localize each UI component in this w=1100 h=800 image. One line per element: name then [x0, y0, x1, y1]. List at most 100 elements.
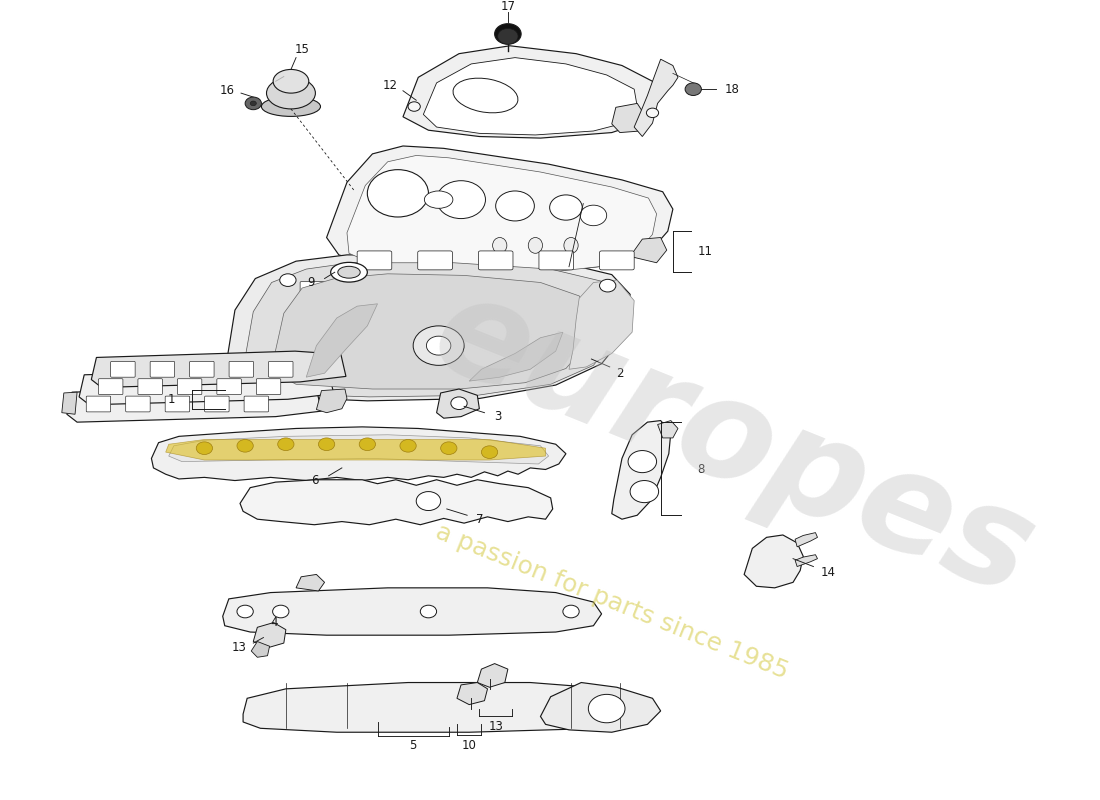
FancyBboxPatch shape — [244, 396, 268, 412]
Polygon shape — [403, 46, 658, 138]
FancyBboxPatch shape — [229, 362, 253, 377]
Circle shape — [400, 439, 416, 452]
Polygon shape — [612, 421, 671, 519]
FancyBboxPatch shape — [336, 282, 360, 295]
Polygon shape — [296, 574, 324, 591]
Text: 15: 15 — [295, 43, 309, 56]
FancyBboxPatch shape — [205, 396, 229, 412]
Text: 5: 5 — [409, 739, 417, 752]
Polygon shape — [470, 332, 563, 381]
Polygon shape — [166, 439, 546, 460]
Circle shape — [647, 108, 659, 118]
Polygon shape — [243, 262, 620, 397]
Polygon shape — [456, 682, 487, 705]
Polygon shape — [346, 155, 657, 272]
Polygon shape — [437, 389, 480, 418]
Circle shape — [319, 438, 334, 450]
Circle shape — [451, 397, 468, 410]
FancyBboxPatch shape — [268, 362, 293, 377]
FancyBboxPatch shape — [418, 251, 452, 270]
Circle shape — [277, 438, 294, 450]
Circle shape — [236, 606, 253, 618]
Circle shape — [630, 481, 659, 502]
Polygon shape — [168, 434, 549, 464]
Ellipse shape — [564, 238, 579, 254]
Circle shape — [441, 442, 456, 454]
Polygon shape — [540, 682, 661, 732]
Circle shape — [367, 170, 428, 217]
FancyBboxPatch shape — [372, 282, 396, 295]
Polygon shape — [251, 642, 270, 658]
FancyBboxPatch shape — [111, 362, 135, 377]
Circle shape — [360, 438, 375, 450]
Polygon shape — [253, 622, 286, 648]
Polygon shape — [91, 351, 346, 387]
Circle shape — [196, 442, 212, 454]
Circle shape — [600, 279, 616, 292]
FancyBboxPatch shape — [217, 378, 241, 394]
Polygon shape — [658, 421, 678, 438]
FancyBboxPatch shape — [539, 251, 573, 270]
Ellipse shape — [425, 191, 453, 208]
Circle shape — [414, 326, 464, 366]
FancyBboxPatch shape — [177, 378, 201, 394]
Ellipse shape — [262, 97, 320, 116]
Ellipse shape — [453, 78, 518, 113]
Text: 13: 13 — [488, 720, 503, 734]
Circle shape — [685, 83, 702, 95]
Text: 6: 6 — [310, 474, 318, 487]
Text: 14: 14 — [821, 566, 835, 578]
Polygon shape — [424, 58, 637, 135]
Circle shape — [437, 181, 485, 218]
Text: 10: 10 — [462, 739, 476, 752]
Circle shape — [495, 24, 521, 44]
FancyBboxPatch shape — [600, 251, 635, 270]
Ellipse shape — [493, 238, 507, 254]
Circle shape — [580, 205, 607, 226]
Ellipse shape — [338, 266, 360, 278]
Circle shape — [236, 439, 253, 452]
Polygon shape — [569, 280, 635, 370]
FancyBboxPatch shape — [99, 378, 123, 394]
Text: 4: 4 — [270, 616, 277, 629]
FancyBboxPatch shape — [300, 282, 324, 295]
Ellipse shape — [266, 78, 316, 109]
Polygon shape — [635, 59, 678, 137]
Text: 9: 9 — [308, 276, 315, 289]
Polygon shape — [274, 274, 590, 389]
Ellipse shape — [331, 262, 367, 282]
Circle shape — [496, 191, 535, 221]
Text: 13: 13 — [232, 642, 246, 654]
FancyBboxPatch shape — [138, 378, 163, 394]
FancyBboxPatch shape — [478, 282, 503, 295]
Text: 2: 2 — [616, 366, 624, 380]
Text: europes: europes — [415, 263, 1053, 626]
Polygon shape — [224, 255, 630, 401]
Text: 18: 18 — [725, 82, 739, 96]
Polygon shape — [317, 389, 346, 413]
Ellipse shape — [528, 238, 542, 254]
Polygon shape — [477, 663, 508, 687]
FancyBboxPatch shape — [125, 396, 151, 412]
Circle shape — [550, 195, 582, 220]
Polygon shape — [327, 146, 673, 272]
Polygon shape — [62, 392, 77, 414]
Circle shape — [588, 694, 625, 722]
Text: 12: 12 — [382, 78, 397, 92]
Polygon shape — [795, 533, 817, 547]
Text: 8: 8 — [697, 463, 705, 476]
Circle shape — [427, 336, 451, 355]
Circle shape — [497, 29, 518, 44]
FancyBboxPatch shape — [442, 282, 468, 295]
Polygon shape — [279, 261, 612, 298]
Text: 16: 16 — [219, 84, 234, 98]
Circle shape — [279, 274, 296, 286]
Circle shape — [408, 102, 420, 111]
FancyBboxPatch shape — [165, 396, 189, 412]
Polygon shape — [243, 682, 650, 732]
Text: 7: 7 — [475, 513, 483, 526]
Polygon shape — [612, 103, 648, 133]
Text: 1: 1 — [168, 393, 176, 406]
Polygon shape — [152, 427, 565, 481]
Circle shape — [628, 450, 657, 473]
